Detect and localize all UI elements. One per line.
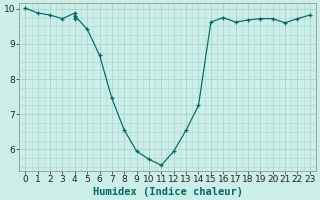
X-axis label: Humidex (Indice chaleur): Humidex (Indice chaleur) [92, 186, 243, 197]
